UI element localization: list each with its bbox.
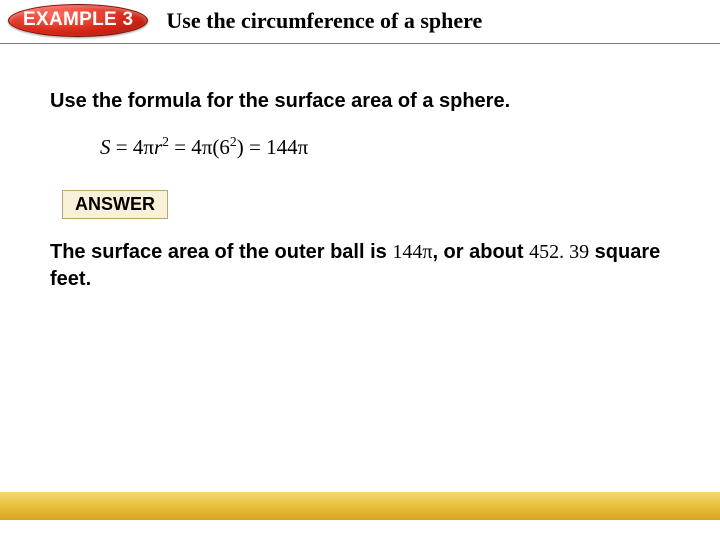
eq1: = 4 bbox=[111, 135, 144, 159]
lp: (6 bbox=[212, 135, 230, 159]
var-r: r bbox=[154, 135, 162, 159]
answer-p2: , or about bbox=[432, 241, 529, 263]
rp: ) = 144 bbox=[237, 135, 298, 159]
example-badge: EXAMPLE 3 bbox=[8, 4, 148, 37]
eq2: = 4 bbox=[169, 135, 202, 159]
var-s: S bbox=[100, 135, 111, 159]
answer-val2: 452. 39 bbox=[529, 241, 589, 263]
exp-r: 2 bbox=[162, 134, 169, 149]
answer-val1: 144π bbox=[392, 241, 432, 263]
pi1: π bbox=[143, 135, 154, 159]
answer-p1: The surface area of the outer ball is bbox=[50, 241, 392, 263]
instruction-text: Use the formula for the surface area of … bbox=[50, 90, 670, 113]
gold-band bbox=[0, 492, 720, 520]
formula-line: S = 4πr2 = 4π(62) = 144π bbox=[100, 135, 670, 160]
pi3: π bbox=[298, 135, 309, 159]
exp-6: 2 bbox=[230, 134, 237, 149]
answer-badge: ANSWER bbox=[62, 190, 168, 219]
content-area: Use the formula for the surface area of … bbox=[0, 50, 720, 293]
header-title: Use the circumference of a sphere bbox=[166, 8, 482, 34]
header-row: EXAMPLE 3 Use the circumference of a sph… bbox=[0, 0, 720, 44]
pi2: π bbox=[202, 135, 213, 159]
answer-text: The surface area of the outer ball is 14… bbox=[50, 239, 670, 293]
